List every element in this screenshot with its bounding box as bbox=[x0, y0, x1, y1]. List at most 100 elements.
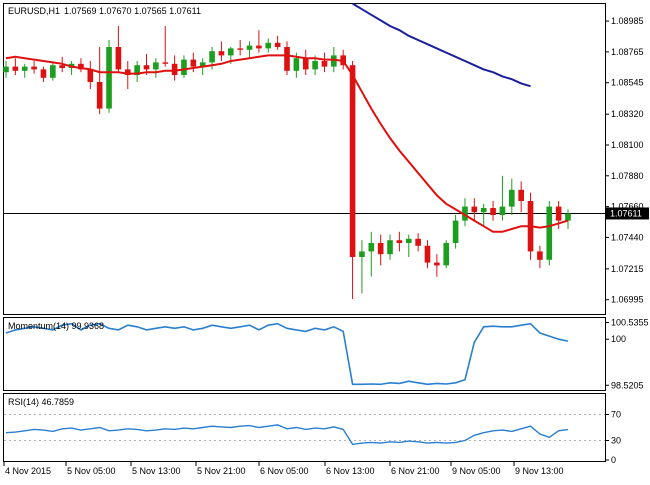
candle-body bbox=[96, 82, 103, 109]
price-y-tick-label: 1.08545 bbox=[611, 78, 644, 88]
candle-body bbox=[312, 61, 318, 70]
candle-body bbox=[537, 251, 543, 260]
candle-body bbox=[518, 189, 524, 201]
candle-body bbox=[508, 189, 515, 207]
candle-body bbox=[471, 206, 478, 213]
price-y-tick-label: 1.07215 bbox=[611, 264, 644, 274]
price-y-tick-label: 1.08985 bbox=[611, 16, 644, 26]
candle-body bbox=[3, 66, 9, 73]
rsi-y-tick-label: 0 bbox=[611, 455, 616, 465]
candle-body bbox=[40, 69, 47, 78]
rsi-panel-title: RSI(14) 46.7859 bbox=[8, 397, 74, 407]
candle-body bbox=[274, 42, 281, 47]
candle-body bbox=[424, 245, 431, 263]
current-price-label: 1.07611 bbox=[610, 208, 642, 218]
current-price-badge bbox=[606, 207, 649, 220]
rsi-y-tick-label: 30 bbox=[611, 436, 621, 446]
x-tick-label: 5 Nov 13:00 bbox=[132, 466, 181, 476]
candle-body bbox=[499, 206, 506, 215]
candle-body bbox=[555, 206, 562, 221]
price-y-tick-label: 1.07880 bbox=[611, 171, 644, 181]
candle-body bbox=[387, 240, 393, 255]
rsi-y-tick-label: 70 bbox=[611, 410, 621, 420]
x-tick-label: 6 Nov 21:00 bbox=[391, 466, 440, 476]
candle-body bbox=[302, 58, 309, 70]
price-y-tick-label: 1.08765 bbox=[611, 47, 644, 57]
candle-body bbox=[349, 65, 356, 257]
candle-body bbox=[462, 206, 468, 221]
moving-average-fast-line bbox=[5, 54, 569, 233]
momentum-y-tick-label: 100 bbox=[611, 334, 626, 344]
price-y-tick-label: 1.08320 bbox=[611, 109, 644, 119]
x-tick-label: 4 Nov 2015 bbox=[5, 466, 51, 476]
candle-body bbox=[490, 208, 496, 215]
rsi-line bbox=[5, 424, 569, 446]
candle-body bbox=[284, 47, 290, 71]
candle-body bbox=[106, 47, 112, 109]
x-tick-label: 6 Nov 13:00 bbox=[326, 466, 375, 476]
candle-body bbox=[480, 208, 487, 213]
candle-body bbox=[331, 55, 337, 67]
price-y-tick-label: 1.07440 bbox=[611, 232, 644, 242]
candle-body bbox=[321, 61, 328, 67]
price-panel-title: EURUSD,H1 bbox=[8, 6, 60, 16]
x-tick-label: 9 Nov 05:00 bbox=[452, 466, 501, 476]
momentum-panel-frame bbox=[3, 317, 606, 391]
x-tick-label: 6 Nov 05:00 bbox=[260, 466, 309, 476]
x-axis: 4 Nov 2015 5 Nov 05:00 5 Nov 13:00 5 Nov 21… bbox=[3, 462, 564, 476]
momentum-y-tick-label: 98.5205 bbox=[611, 380, 644, 390]
candle-body bbox=[115, 47, 122, 70]
moving-average-slow-line bbox=[352, 2, 531, 88]
candle-body bbox=[162, 62, 169, 64]
price-ohlc-label: 1.07569 1.07670 1.07565 1.07611 bbox=[64, 6, 201, 16]
momentum-panel-title: Momentum(14) 99.9368 bbox=[8, 321, 104, 331]
candle-body bbox=[368, 243, 375, 252]
candle-body bbox=[443, 243, 450, 266]
candle-body bbox=[199, 62, 206, 67]
candle-body bbox=[237, 48, 243, 50]
candle-body bbox=[143, 65, 150, 70]
candle-body bbox=[181, 59, 187, 75]
candle-body bbox=[153, 62, 159, 70]
price-y-tick-label: 1.06995 bbox=[611, 295, 644, 305]
price-panel-frame bbox=[3, 3, 606, 315]
momentum-line bbox=[5, 322, 569, 386]
candle-body bbox=[359, 251, 365, 257]
x-tick-label: 9 Nov 13:00 bbox=[515, 466, 564, 476]
candle-body bbox=[405, 238, 412, 243]
candle-body bbox=[265, 42, 272, 49]
x-tick-label: 5 Nov 21:00 bbox=[197, 466, 246, 476]
candle-body bbox=[12, 66, 19, 71]
candle-body bbox=[134, 65, 140, 75]
candle-body bbox=[21, 66, 28, 71]
candle-body bbox=[218, 51, 225, 56]
candle-body bbox=[59, 65, 66, 68]
candle-body bbox=[246, 45, 253, 50]
candle-body bbox=[396, 240, 403, 243]
candle-body bbox=[452, 220, 459, 243]
price-panel: 1.06995 1.07215 1.07440 1.07660 1.07880 1.081… bbox=[3, 2, 649, 305]
candle-body bbox=[124, 69, 131, 75]
candle-body bbox=[227, 48, 234, 56]
candle-body bbox=[565, 213, 571, 221]
candle-body bbox=[190, 59, 197, 67]
momentum-y-tick-label: 100.5355 bbox=[611, 318, 649, 328]
x-tick-label: 5 Nov 05:00 bbox=[67, 466, 116, 476]
candle-body bbox=[50, 65, 56, 78]
candle-body bbox=[546, 206, 553, 260]
candle-body bbox=[434, 262, 440, 266]
candle-body bbox=[377, 243, 384, 255]
rsi-panel: 70 30 0 bbox=[4, 410, 621, 465]
candle-body bbox=[415, 238, 421, 246]
candle-body bbox=[209, 51, 215, 63]
candle-body bbox=[171, 63, 178, 75]
candle-body bbox=[31, 66, 37, 70]
candle-body bbox=[78, 63, 84, 70]
rsi-panel-frame bbox=[3, 393, 606, 462]
candle-body bbox=[256, 45, 262, 49]
price-y-tick-label: 1.08100 bbox=[611, 140, 644, 150]
candle-body bbox=[293, 58, 300, 71]
candle-body bbox=[87, 69, 94, 82]
